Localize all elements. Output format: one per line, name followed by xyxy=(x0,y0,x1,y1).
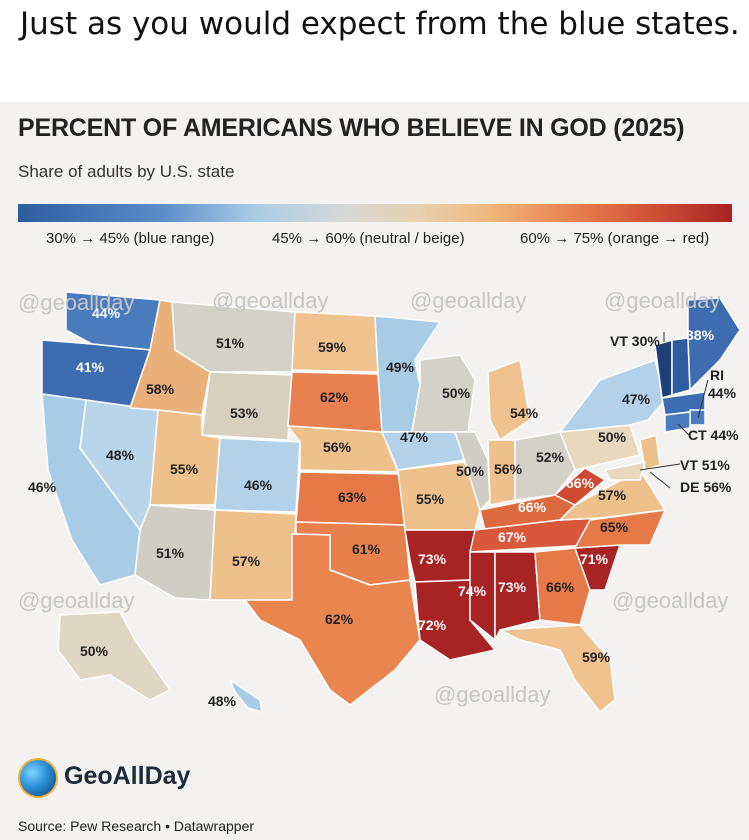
label-il: 50% xyxy=(456,463,485,479)
callout-line-ct xyxy=(677,423,691,437)
label-ny: 47% xyxy=(622,391,651,407)
callout-line-vt2 xyxy=(639,463,681,471)
state-me xyxy=(687,297,741,391)
watermark-7: @geoallday xyxy=(434,682,551,707)
label-wi: 50% xyxy=(442,385,471,401)
state-oh xyxy=(514,431,576,501)
post-caption: Just as you would expect from the blue s… xyxy=(20,6,740,42)
label-va: 57% xyxy=(598,487,627,503)
label-me: 38% xyxy=(686,327,715,343)
label-sd: 62% xyxy=(320,389,349,405)
label-mt: 51% xyxy=(216,335,245,351)
label-co: 46% xyxy=(244,477,273,493)
watermark-2: @geoallday xyxy=(212,288,329,313)
state-mi xyxy=(487,359,531,441)
state-ri xyxy=(689,409,706,426)
label-id: 58% xyxy=(146,381,175,397)
label-hi: 48% xyxy=(208,693,237,709)
us-map: @geoallday @geoallday @geoallday @geoall… xyxy=(0,262,749,762)
label-ne: 56% xyxy=(323,439,352,455)
state-md xyxy=(604,461,646,481)
label-nm: 57% xyxy=(232,553,261,569)
label-or: 41% xyxy=(76,359,105,375)
state-wy xyxy=(201,371,293,441)
label-ky: 66% xyxy=(518,499,547,515)
state-ga xyxy=(534,547,591,626)
label-ok: 61% xyxy=(352,541,381,557)
state-fl xyxy=(499,624,616,713)
watermark-4: @geoallday xyxy=(604,288,721,313)
callout-de: DE 56% xyxy=(680,479,732,495)
state-hi xyxy=(229,679,263,713)
state-ak xyxy=(57,611,171,701)
watermark-3: @geoallday xyxy=(410,288,527,313)
label-nv: 48% xyxy=(106,447,135,463)
label-ks: 63% xyxy=(338,489,367,505)
label-ga: 66% xyxy=(546,579,575,595)
brand-name: GeoAllDay xyxy=(64,762,191,790)
state-ne xyxy=(287,425,399,473)
label-wa: 44% xyxy=(92,305,121,321)
legend-label-blue: 30% → 45% (blue range) xyxy=(46,230,215,247)
callout-vt: VT 30% xyxy=(610,333,660,349)
callout-ct: CT 44% xyxy=(688,427,739,443)
label-al: 73% xyxy=(498,579,527,595)
state-ct xyxy=(664,411,691,433)
label-sc: 71% xyxy=(580,551,609,567)
state-nh xyxy=(671,337,691,396)
watermark-6: @geoallday xyxy=(612,588,729,613)
callout-line-de xyxy=(649,471,671,489)
label-ut: 55% xyxy=(170,461,199,477)
legend-label-neutral: 45% → 60% (neutral / beige) xyxy=(272,230,465,247)
watermark-1: @geoallday xyxy=(18,290,135,315)
label-la: 72% xyxy=(418,617,447,633)
label-oh: 52% xyxy=(536,449,565,465)
state-al xyxy=(494,551,541,641)
label-ca: 46% xyxy=(28,479,57,495)
label-wv: 66% xyxy=(566,475,595,491)
chart-subtitle: Share of adults by U.S. state xyxy=(18,162,235,181)
label-ak: 50% xyxy=(80,643,109,659)
label-tx: 62% xyxy=(325,611,354,627)
legend-color-bar xyxy=(18,204,732,222)
label-ms: 74% xyxy=(458,583,487,599)
state-mo xyxy=(397,461,481,531)
globe-logo-icon xyxy=(18,758,58,798)
label-ar: 73% xyxy=(418,551,447,567)
callout-ri-val: 44% xyxy=(708,385,737,401)
callout-vt2: VT 51% xyxy=(680,457,730,473)
state-tx xyxy=(244,533,421,706)
us-map-svg: @geoallday @geoallday @geoallday @geoall… xyxy=(18,288,741,713)
state-co xyxy=(214,437,301,513)
label-mi: 54% xyxy=(510,405,539,421)
callout-line-ri xyxy=(697,379,709,419)
state-wv xyxy=(554,467,606,506)
label-wy: 53% xyxy=(230,405,259,421)
label-mn: 49% xyxy=(386,359,415,375)
label-fl: 59% xyxy=(582,649,611,665)
chart-title: PERCENT OF AMERICANS WHO BELIEVE IN GOD … xyxy=(18,114,685,142)
legend-label-orange: 60% → 75% (orange → red) xyxy=(520,230,710,247)
label-mo: 55% xyxy=(416,491,445,507)
source-note: Source: Pew Research • Datawrapper xyxy=(18,818,255,834)
label-nd: 59% xyxy=(318,339,347,355)
label-az: 51% xyxy=(156,545,185,561)
watermark-5: @geoallday xyxy=(18,588,135,613)
label-ia: 47% xyxy=(400,429,429,445)
label-pa: 50% xyxy=(598,429,627,445)
callout-lines xyxy=(639,332,709,489)
label-in: 56% xyxy=(494,461,523,477)
label-nc: 65% xyxy=(600,519,629,535)
state-mt xyxy=(171,301,296,373)
label-tn: 67% xyxy=(498,529,527,545)
callout-ri-code: RI xyxy=(710,367,724,383)
